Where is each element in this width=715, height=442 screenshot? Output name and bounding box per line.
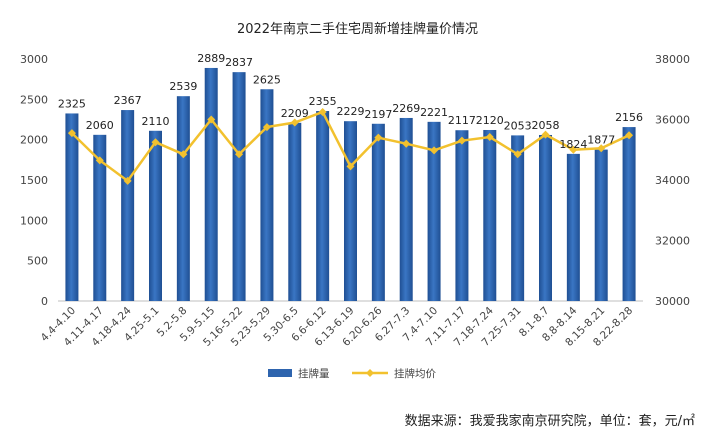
- line-point: [123, 176, 132, 185]
- y-left-tick-label: 3000: [20, 53, 48, 66]
- legend-label-price: 挂牌均价: [394, 367, 436, 380]
- bar: [204, 67, 218, 301]
- line-point: [235, 150, 244, 159]
- y-left-tick-label: 2000: [20, 134, 48, 147]
- source-note: 数据来源：我爱我家南京研究院，单位：套，元/㎡: [404, 414, 695, 429]
- legend-swatch-listings: [268, 369, 292, 377]
- bar: [176, 96, 190, 301]
- bar-data-label: 2625: [253, 73, 281, 86]
- bar: [622, 127, 636, 301]
- line-point: [346, 162, 355, 171]
- bar-data-label: 1877: [587, 134, 615, 147]
- bar: [260, 89, 274, 301]
- y-right-tick-label: 30000: [655, 295, 690, 308]
- bar-data-label: 2837: [225, 56, 253, 69]
- line-point: [597, 144, 606, 153]
- bar-data-label: 2197: [364, 108, 392, 121]
- bar-data-label: 2053: [504, 119, 532, 132]
- bar: [427, 121, 441, 302]
- y-left-tick-label: 500: [27, 255, 48, 268]
- bar: [316, 111, 330, 301]
- line-point: [95, 156, 104, 165]
- bar-data-label: 2367: [114, 94, 142, 107]
- bar-data-label: 2117: [448, 114, 476, 127]
- y-right-tick-label: 38000: [655, 53, 690, 66]
- line-point: [402, 139, 411, 148]
- bar-data-label: 2889: [197, 52, 225, 65]
- line-point: [290, 118, 299, 127]
- bar-data-label: 2221: [420, 106, 448, 119]
- bar-data-label: 2058: [532, 119, 560, 132]
- line-point: [179, 150, 188, 159]
- bar-data-label: 2120: [476, 114, 504, 127]
- bar-data-label: 1824: [559, 138, 587, 151]
- bar: [288, 122, 302, 301]
- bar: [232, 72, 246, 301]
- bar: [539, 134, 552, 301]
- line-point: [67, 129, 76, 138]
- line-point: [485, 133, 494, 142]
- bar: [483, 129, 497, 301]
- bar-data-label: 2060: [86, 119, 114, 132]
- line-point: [318, 107, 327, 116]
- bar: [344, 121, 357, 301]
- y-right-tick-label: 32000: [655, 235, 690, 248]
- bar-data-label: 2110: [142, 115, 170, 128]
- line-point: [430, 146, 439, 155]
- line-point: [625, 131, 634, 140]
- line-point: [207, 115, 216, 124]
- bar: [566, 153, 580, 301]
- legend-marker-price: [366, 369, 374, 377]
- bar: [455, 130, 469, 301]
- bar: [399, 117, 413, 301]
- bar: [594, 149, 608, 301]
- line-point: [569, 145, 578, 154]
- line-point: [374, 133, 383, 142]
- bar-data-label: 2325: [58, 97, 86, 110]
- bar: [149, 130, 162, 301]
- bar-data-label: 2156: [615, 111, 643, 124]
- bar-data-label: 2209: [281, 107, 309, 120]
- line-point: [151, 138, 160, 147]
- bar-data-label: 2355: [309, 95, 337, 108]
- line-point: [457, 136, 466, 145]
- bar-data-label: 2229: [337, 105, 365, 118]
- chart-title: 2022年南京二手住宅周新增挂牌量价情况: [236, 22, 479, 37]
- y-right-tick-label: 34000: [655, 174, 690, 187]
- line-point: [541, 130, 550, 139]
- y-right-tick-label: 36000: [655, 114, 690, 127]
- bar-data-label: 2269: [392, 102, 420, 115]
- y-left-tick-label: 0: [41, 295, 48, 308]
- bar: [93, 134, 107, 301]
- y-left-tick-label: 1500: [20, 174, 48, 187]
- bar: [371, 123, 385, 301]
- bar-data-label: 2539: [169, 80, 197, 93]
- legend-label-listings: 挂牌量: [298, 367, 330, 380]
- y-left-tick-label: 1000: [20, 214, 48, 227]
- line-point: [513, 150, 522, 159]
- bar: [121, 110, 135, 301]
- bar: [511, 135, 525, 301]
- bar: [65, 113, 79, 301]
- line-point: [262, 123, 271, 132]
- y-left-tick-label: 2500: [20, 93, 48, 106]
